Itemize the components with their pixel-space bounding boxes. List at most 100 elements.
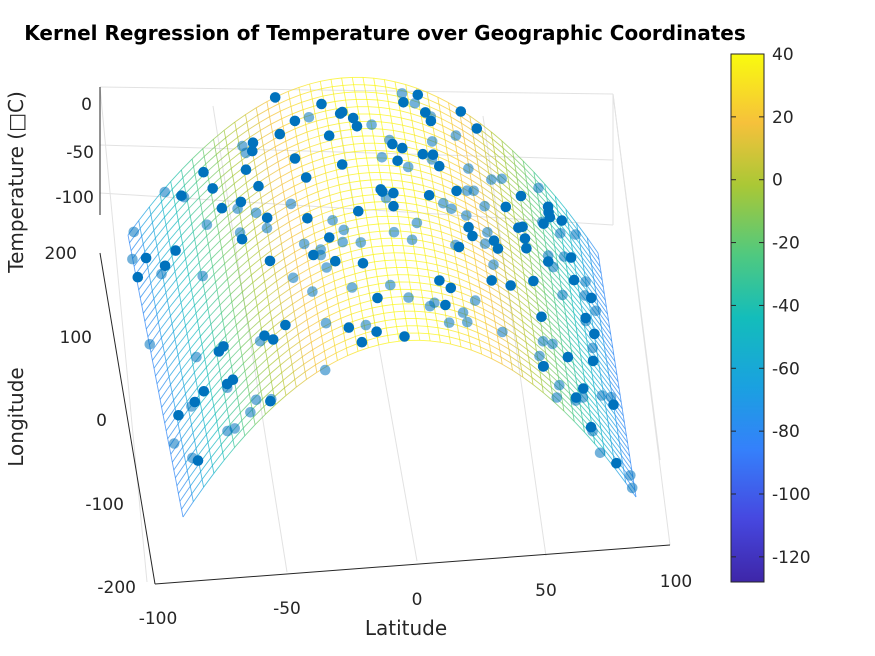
surface-lon-segment xyxy=(504,271,516,280)
surface-lon-segment xyxy=(501,306,513,315)
surface-lon-segment xyxy=(323,280,335,287)
surface-lon-segment xyxy=(374,320,386,324)
surface-lon-segment xyxy=(389,108,401,112)
observation-point xyxy=(261,222,273,234)
surface-lon-segment xyxy=(330,317,342,324)
surface-lon-segment xyxy=(501,140,513,151)
observation-point xyxy=(565,252,577,263)
surface-lon-segment xyxy=(235,182,247,192)
surface-lon-segment xyxy=(315,358,327,366)
surface-lon-segment xyxy=(579,404,591,417)
surface-lon-segment xyxy=(317,187,329,193)
observation-point xyxy=(440,299,451,311)
surface-lon-segment xyxy=(156,368,168,385)
surface-lon-segment xyxy=(442,125,454,132)
surface-lon-segment xyxy=(219,294,231,306)
surface-lon-segment xyxy=(377,274,388,278)
observation-point xyxy=(496,173,508,185)
surface-lon-segment xyxy=(396,208,408,211)
surface-lon-segment xyxy=(601,435,613,449)
surface-lon-segment xyxy=(368,106,379,108)
surface-lon-segment xyxy=(430,228,442,233)
surface-lon-segment xyxy=(186,320,198,334)
surface-lon-segment xyxy=(485,322,497,330)
surface-lon-segment xyxy=(511,362,522,371)
surface-lon-segment xyxy=(598,414,610,429)
surface-lon-segment xyxy=(250,327,262,339)
surface-lon-segment xyxy=(254,220,266,229)
surface-lon-segment xyxy=(601,380,613,395)
surface-lon-segment xyxy=(207,232,220,244)
y-tick-label: -100 xyxy=(85,495,124,515)
surface-lon-segment xyxy=(357,347,369,352)
surface-lon-segment xyxy=(164,339,176,354)
observation-point xyxy=(589,328,600,340)
surface-lon-segment xyxy=(476,157,488,167)
surface-lon-segment xyxy=(553,238,565,252)
surface-lon-segment xyxy=(213,459,225,474)
surface-lon-segment xyxy=(192,285,204,298)
surface-lon-segment xyxy=(329,310,340,317)
surface-lon-segment xyxy=(467,328,479,334)
surface-lon-segment xyxy=(270,243,282,252)
observation-point xyxy=(320,317,332,329)
observation-point xyxy=(411,217,423,229)
surface-lon-segment xyxy=(285,386,297,396)
surface-lon-segment xyxy=(546,306,558,318)
surface-lon-segment xyxy=(192,486,204,502)
surface-lon-segment xyxy=(395,318,406,320)
surface-lon-segment xyxy=(334,99,346,102)
surface-lon-segment xyxy=(374,85,386,88)
surface-lon-segment xyxy=(217,152,229,163)
surface-lon-segment xyxy=(185,379,197,395)
surface-lon-segment xyxy=(386,93,398,97)
surface-lon-segment xyxy=(278,348,290,358)
surface-lon-segment xyxy=(243,228,255,238)
observation-point xyxy=(517,221,528,233)
observation-point xyxy=(338,224,350,236)
surface-lon-segment xyxy=(508,182,520,193)
observation-point xyxy=(488,235,500,246)
surface-lon-segment xyxy=(620,448,632,464)
surface-lon-segment xyxy=(446,146,458,153)
surface-lon-segment xyxy=(311,277,323,285)
surface-lon-segment xyxy=(326,295,338,302)
observation-point xyxy=(451,185,462,197)
surface-lon-segment xyxy=(268,103,280,110)
observation-point xyxy=(423,190,435,201)
surface-lon-segment xyxy=(220,168,232,178)
surface-lon-segment xyxy=(617,434,629,450)
surface-lon-segment xyxy=(225,129,237,139)
surface-lon-segment xyxy=(248,383,260,395)
surface-lon-segment xyxy=(460,285,471,291)
surface-lon-segment xyxy=(426,145,438,151)
surface-lon-segment xyxy=(580,354,592,368)
surface-lon-segment xyxy=(602,339,615,355)
y-tick-label: 100 xyxy=(60,328,92,348)
colorbar-tick-label: -40 xyxy=(772,296,800,316)
surface-lon-segment xyxy=(213,393,225,407)
surface-lon-segment xyxy=(551,334,563,346)
surface-lon-segment xyxy=(242,416,254,429)
surface-lon-segment xyxy=(352,135,363,138)
surface-lon-segment xyxy=(384,318,396,322)
surface-lon-segment xyxy=(165,212,178,226)
observation-point xyxy=(289,153,301,164)
surface-lon-segment xyxy=(533,171,545,185)
surface-lon-segment xyxy=(470,179,482,187)
surface-lon-segment xyxy=(231,291,243,303)
surface-lon-segment xyxy=(211,385,224,399)
surface-lon-segment xyxy=(540,324,552,336)
surface-lon-segment xyxy=(346,343,357,349)
surface-lon-segment xyxy=(340,189,351,193)
surface-lon-segment xyxy=(356,157,367,160)
surface-lon-segment xyxy=(295,253,307,260)
surface-lon-segment xyxy=(445,314,457,319)
surface-lon-segment xyxy=(557,266,569,280)
observation-point xyxy=(536,311,547,323)
surface-lon-segment xyxy=(275,395,287,405)
surface-lon-segment xyxy=(159,315,171,331)
surface-lon-segment xyxy=(223,317,236,329)
surface-lon-segment xyxy=(375,150,387,152)
surface-lon-segment xyxy=(225,324,237,337)
